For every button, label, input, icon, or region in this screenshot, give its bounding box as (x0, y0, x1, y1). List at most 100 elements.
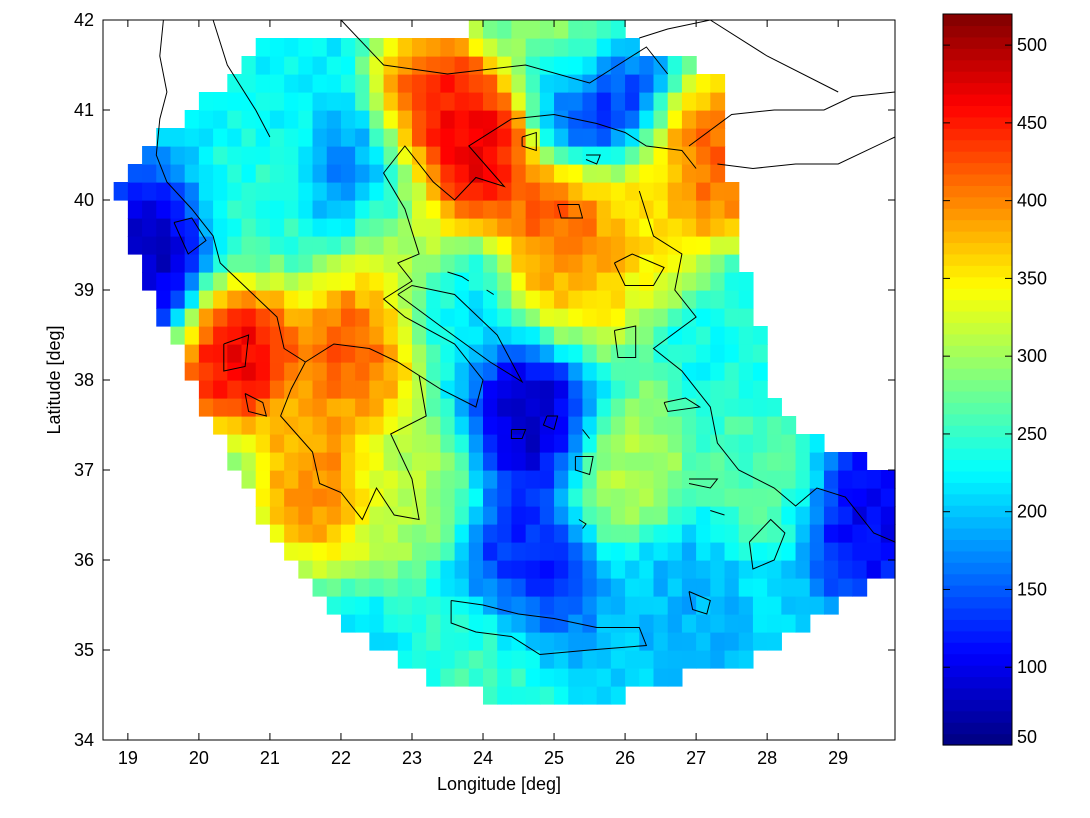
heatmap-cell (383, 308, 399, 327)
heatmap-cell (596, 632, 612, 651)
heatmap-cell (667, 524, 683, 543)
heatmap-cell (539, 434, 555, 453)
heatmap-cell (610, 416, 626, 435)
heatmap-cell (426, 452, 441, 471)
heatmap-cell (369, 470, 385, 489)
heatmap-cell (241, 398, 257, 417)
heatmap-cell (795, 614, 811, 633)
heatmap-cell (383, 182, 399, 201)
heatmap-cell (227, 434, 243, 453)
heatmap-cell (355, 218, 370, 237)
heatmap-cell (468, 38, 484, 57)
heatmap-cell (355, 272, 370, 291)
heatmap-cell (525, 164, 541, 183)
heatmap-cell (639, 110, 655, 129)
heatmap-cell (653, 560, 669, 579)
heatmap-cell (752, 506, 768, 525)
heatmap-cell (610, 110, 626, 129)
heatmap-cell (369, 74, 385, 93)
heatmap-cell (440, 164, 456, 183)
heatmap-cell (383, 56, 399, 75)
heatmap-cell (497, 20, 513, 39)
heatmap-cell (781, 470, 797, 489)
heatmap-cell (369, 56, 385, 75)
heatmap-cell (696, 344, 711, 363)
heatmap-cell (568, 470, 584, 489)
heatmap-cell (241, 74, 257, 93)
heatmap-cell (497, 74, 513, 93)
heatmap-cell (440, 344, 456, 363)
heatmap-cell (198, 326, 214, 345)
heatmap-cell (752, 362, 768, 381)
colorbar-segment (943, 573, 1012, 586)
heatmap-cell (667, 614, 683, 633)
heatmap-cell (383, 38, 399, 57)
heatmap-cell (383, 380, 399, 399)
heatmap-cell (340, 596, 356, 615)
heatmap-cell (639, 470, 655, 489)
heatmap-cell (639, 434, 655, 453)
heatmap-cell (880, 560, 896, 579)
heatmap-cell (397, 542, 413, 561)
heatmap-cell (596, 434, 612, 453)
heatmap-cell (255, 74, 271, 93)
heatmap-cell (411, 164, 427, 183)
heatmap-cell (582, 128, 598, 147)
heatmap-cell (568, 668, 584, 687)
heatmap-cell (340, 146, 356, 165)
heatmap-cell (468, 182, 484, 201)
x-axis: 19 20 21 22 23 24 25 26 27 28 29 (118, 20, 848, 768)
heatmap-cell (752, 560, 768, 579)
heatmap-cell (241, 290, 257, 309)
heatmap-cell (255, 506, 271, 525)
heatmap-cell (284, 434, 299, 453)
heatmap-cell (681, 506, 697, 525)
heatmap-cell (596, 254, 612, 273)
heatmap-cell (355, 326, 370, 345)
heatmap-cell (227, 398, 243, 417)
heatmap-cell (554, 272, 569, 291)
heatmap-cell (355, 56, 370, 75)
heatmap-cell (355, 236, 370, 255)
heatmap-cell (184, 218, 200, 237)
heatmap-cell (483, 632, 498, 651)
heatmap-cell (554, 236, 569, 255)
heatmap-cell (468, 632, 484, 651)
heatmap-cell (568, 254, 584, 273)
heatmap-cell (554, 614, 569, 633)
heatmap-cell (582, 380, 598, 399)
heatmap-cell (738, 272, 754, 291)
heatmap-cell (710, 128, 726, 147)
heatmap-cell (653, 344, 669, 363)
heatmap-cell (497, 416, 513, 435)
heatmap-cell (667, 344, 683, 363)
heatmap-cell (823, 578, 839, 597)
heatmap-cell (710, 398, 726, 417)
coastline (613, 253, 665, 286)
colorbar-segment (943, 231, 1012, 244)
heatmap-cell (326, 56, 342, 75)
heatmap-cell (440, 308, 456, 327)
heatmap-cell (710, 92, 726, 111)
heatmap-cell (454, 362, 470, 381)
heatmap-cell (511, 560, 527, 579)
heatmap-cell (767, 452, 782, 471)
heatmap-cell (639, 398, 655, 417)
heatmap-cell (653, 632, 669, 651)
heatmap-cell (639, 614, 655, 633)
heatmap-cell (539, 128, 555, 147)
heatmap-cell (809, 542, 825, 561)
heatmap-cell (483, 542, 498, 561)
colorbar-segment (943, 162, 1012, 175)
heatmap-cell (468, 668, 484, 687)
heatmap-cell (312, 56, 328, 75)
heatmap-cell (142, 146, 157, 165)
heatmap-cell (568, 524, 584, 543)
heatmap-cell (369, 236, 385, 255)
heatmap-cell (511, 380, 527, 399)
heatmap-cell (625, 668, 640, 687)
heatmap-cell (426, 470, 441, 489)
heatmap-cell (369, 632, 385, 651)
heatmap-cell (312, 128, 328, 147)
heatmap-cell (255, 164, 271, 183)
